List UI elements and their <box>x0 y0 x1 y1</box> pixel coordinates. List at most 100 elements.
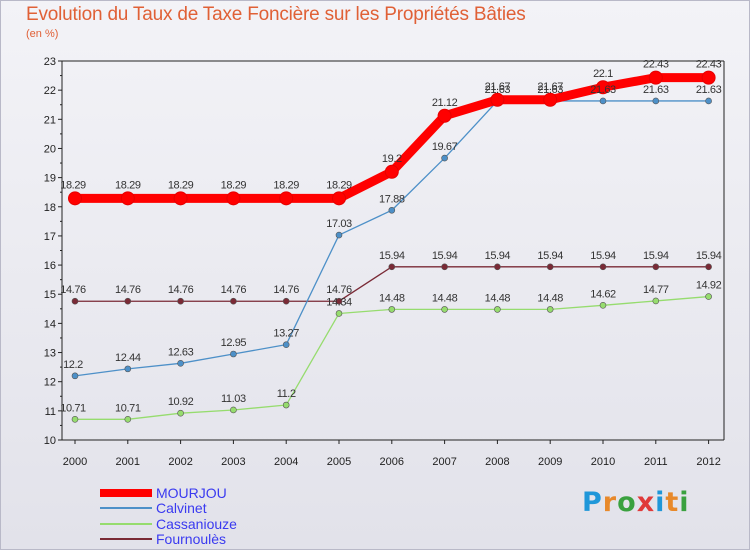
y-tick-label: 23 <box>44 56 56 68</box>
logo-letter: t <box>665 487 680 518</box>
x-tick-label: 2000 <box>63 456 87 468</box>
data-point-cassaniouze <box>441 306 448 313</box>
data-label-calvinet: 17.03 <box>326 218 352 230</box>
y-tick-label: 13 <box>44 348 56 360</box>
data-point-mourjou <box>226 191 241 206</box>
series-data-labels: 18.29 18.29 18.29 18.29 18.29 18.29 19.2 21.12 2… <box>60 59 722 415</box>
data-point-mourjou <box>120 191 135 206</box>
data-label-fournoules: 15.94 <box>537 250 563 262</box>
x-tick-label: 2007 <box>432 456 456 468</box>
data-label-fournoules: 15.94 <box>696 250 722 262</box>
data-label-fournoules: 14.76 <box>168 284 194 296</box>
y-tick-label: 12 <box>44 377 56 389</box>
data-point-mourjou <box>173 191 188 206</box>
x-tick-label: 2005 <box>327 456 351 468</box>
data-point-mourjou <box>648 70 663 85</box>
data-label-cassaniouze: 10.71 <box>60 402 86 414</box>
data-point-calvinet <box>71 372 79 380</box>
series-line-calvinet <box>74 100 710 377</box>
data-label-mourjou: 22.43 <box>643 59 669 71</box>
data-point-fournoules <box>335 297 343 305</box>
legend-item-mourjou: MOURJOU <box>100 485 237 501</box>
data-point-calvinet <box>599 97 607 105</box>
data-point-cassaniouze <box>71 416 79 423</box>
y-tick-label: 14 <box>44 318 56 330</box>
x-tick-label: 2001 <box>116 456 140 468</box>
legend-item-calvinet: Calvinet <box>100 500 237 517</box>
y-tick-label: 22 <box>44 85 56 97</box>
data-label-cassaniouze: 14.77 <box>643 284 669 296</box>
data-point-calvinet <box>282 341 290 348</box>
legend-swatch-cassaniouze <box>100 522 152 525</box>
data-label-fournoules: 15.94 <box>590 250 616 262</box>
data-label-cassaniouze: 10.71 <box>115 402 141 414</box>
data-label-cassaniouze: 14.62 <box>590 288 616 300</box>
data-point-calvinet <box>124 365 132 373</box>
data-label-cassaniouze: 14.48 <box>537 292 563 304</box>
legend-label-mourjou: MOURJOU <box>156 484 227 501</box>
series-lines <box>68 70 716 423</box>
data-point-calvinet <box>388 206 396 214</box>
data-point-cassaniouze <box>230 406 237 414</box>
data-label-mourjou: 22.1 <box>593 68 613 80</box>
data-point-fournoules <box>599 263 607 271</box>
data-label-calvinet: 12.2 <box>63 359 83 371</box>
data-label-cassaniouze: 14.48 <box>485 292 511 304</box>
data-label-mourjou: 21.67 <box>537 81 563 93</box>
data-label-calvinet: 19.67 <box>432 141 458 153</box>
data-label-calvinet: 17.88 <box>379 193 405 205</box>
data-label-fournoules: 15.94 <box>379 250 405 262</box>
data-point-cassaniouze <box>599 302 607 309</box>
data-point-fournoules <box>177 297 184 305</box>
legend-item-cassaniouze: Cassaniouze <box>100 516 237 532</box>
x-tick-label: 2002 <box>168 456 192 468</box>
logo-letter: o <box>617 487 637 518</box>
data-point-fournoules <box>652 263 660 271</box>
data-label-mourjou: 18.29 <box>115 179 141 191</box>
data-point-mourjou <box>543 92 558 107</box>
chart-axes: 10 11 12 13 14 15 16 17 18 19 20 21 22 23 2000 2001 2002… <box>44 56 725 468</box>
data-label-mourjou: 21.12 <box>432 97 458 109</box>
y-tick-label: 10 <box>44 435 56 447</box>
data-label-fournoules: 14.76 <box>221 284 247 296</box>
data-label-mourjou: 21.67 <box>485 81 511 93</box>
data-point-cassaniouze <box>494 306 501 313</box>
data-label-calvinet: 21.63 <box>643 84 669 96</box>
data-label-cassaniouze: 11.03 <box>221 393 246 405</box>
data-point-mourjou <box>68 191 82 206</box>
data-label-mourjou: 18.29 <box>60 179 86 191</box>
data-label-cassaniouze: 14.48 <box>432 292 458 304</box>
data-point-fournoules <box>388 263 396 271</box>
data-label-cassaniouze: 14.48 <box>379 292 405 304</box>
data-label-calvinet: 12.63 <box>168 346 194 358</box>
legend-swatch-mourjou <box>100 488 152 497</box>
data-label-fournoules: 14.76 <box>326 284 352 296</box>
data-point-cassaniouze <box>124 416 132 423</box>
legend-swatch-fournoules <box>100 538 152 541</box>
chart-subtitle: (en %) <box>26 28 59 40</box>
data-label-cassaniouze: 11.2 <box>277 388 296 400</box>
data-label-calvinet: 21.63 <box>590 84 616 96</box>
data-point-mourjou <box>701 70 716 85</box>
proxiti-logo: Proxiti <box>582 487 690 518</box>
data-point-calvinet <box>652 97 660 105</box>
data-label-fournoules: 14.76 <box>115 284 141 296</box>
data-label-fournoules: 15.94 <box>485 250 511 262</box>
logo-letter: x <box>636 487 656 518</box>
data-label-mourjou: 19.2 <box>382 153 402 165</box>
x-tick-label: 2012 <box>696 456 720 468</box>
data-point-calvinet <box>230 350 237 358</box>
data-point-fournoules <box>705 263 712 271</box>
legend-label-calvinet: Calvinet <box>156 500 207 517</box>
data-point-mourjou <box>332 191 346 206</box>
x-tick-label: 2003 <box>221 456 245 468</box>
legend-swatch-calvinet <box>100 507 152 510</box>
data-point-fournoules <box>494 263 501 271</box>
logo-letter: r <box>602 487 618 518</box>
data-point-mourjou <box>279 191 294 206</box>
data-label-cassaniouze: 10.92 <box>168 396 194 408</box>
data-label-fournoules: 15.94 <box>643 250 669 262</box>
data-label-calvinet: 21.63 <box>537 84 563 96</box>
data-point-fournoules <box>124 297 132 305</box>
data-point-mourjou <box>384 164 399 179</box>
